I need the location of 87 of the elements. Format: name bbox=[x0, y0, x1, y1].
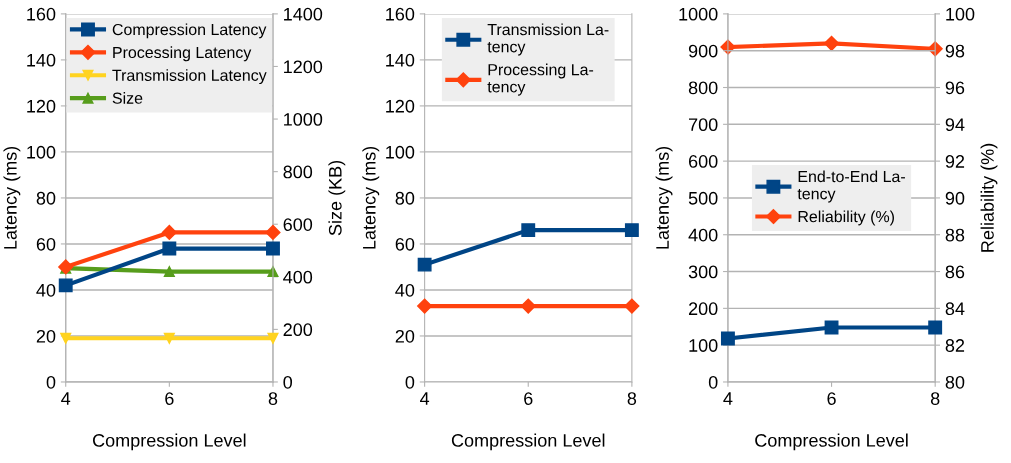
x-tick-label: 6 bbox=[165, 392, 174, 405]
x-axis-title: Compression Level bbox=[451, 433, 605, 451]
y-tick-label: 0 bbox=[405, 375, 415, 389]
point bbox=[266, 241, 280, 256]
y2-tick-label: 400 bbox=[283, 270, 313, 284]
y-tick-label: 1000 bbox=[679, 7, 718, 21]
x-tick-label: 4 bbox=[723, 392, 733, 405]
legend-label: Transmission Latency bbox=[112, 69, 267, 85]
y-tick-label: 400 bbox=[688, 228, 718, 242]
y-tick-label: 120 bbox=[27, 99, 56, 113]
point bbox=[417, 257, 432, 272]
legend-label: Size bbox=[112, 92, 143, 104]
x-tick-label: 8 bbox=[627, 392, 637, 405]
x-tick-label: 4 bbox=[61, 392, 71, 405]
point bbox=[624, 223, 639, 238]
y2-tick-label: 1400 bbox=[284, 7, 323, 21]
y-tick-label: 600 bbox=[688, 155, 718, 168]
y-axis-title: Latency (ms) bbox=[655, 146, 673, 249]
point bbox=[520, 298, 536, 314]
y-tick-label: 40 bbox=[395, 283, 415, 297]
point bbox=[161, 224, 177, 241]
legend-label: Transmission La- tency bbox=[487, 23, 609, 56]
y2-tick-label: 94 bbox=[945, 118, 965, 132]
y2-tick-label: 88 bbox=[945, 228, 965, 242]
y2-tick-label: 86 bbox=[945, 265, 965, 279]
y-tick-label: 20 bbox=[395, 329, 415, 343]
y-tick-label: 60 bbox=[36, 237, 56, 251]
y-tick-label: 800 bbox=[688, 81, 718, 95]
x-tick-label: 4 bbox=[420, 392, 430, 405]
y2-tick-label: 200 bbox=[283, 323, 313, 337]
legend-label: Processing La- tency bbox=[487, 63, 594, 96]
y-tick-label: 80 bbox=[395, 191, 415, 205]
y2-tick-label: 800 bbox=[283, 165, 313, 179]
y2-tick-label: 100 bbox=[946, 7, 975, 21]
y-tick-label: 140 bbox=[27, 53, 56, 67]
x-tick-label: 8 bbox=[930, 392, 940, 405]
y-tick-label: 100 bbox=[386, 145, 415, 159]
y-tick-label: 500 bbox=[688, 191, 718, 205]
legend-label: Compression Latency bbox=[112, 23, 267, 39]
y-tick-label: 80 bbox=[36, 191, 56, 205]
y-tick-label: 100 bbox=[27, 145, 56, 159]
y2-tick-label: 92 bbox=[945, 155, 965, 168]
y2-tick-label: 98 bbox=[945, 44, 965, 58]
y2-tick-label: 80 bbox=[945, 375, 965, 389]
y2-axis-title: Reliability (%) bbox=[980, 143, 998, 252]
point bbox=[60, 332, 72, 344]
y-tick-label: 100 bbox=[689, 339, 718, 352]
x-axis-title: Compression Level bbox=[755, 433, 908, 451]
y-tick-label: 20 bbox=[36, 329, 56, 343]
point bbox=[521, 223, 536, 238]
y-tick-label: 40 bbox=[36, 283, 56, 297]
y2-tick-label: 600 bbox=[283, 218, 313, 231]
point bbox=[417, 298, 433, 314]
point bbox=[162, 241, 177, 256]
y-tick-label: 160 bbox=[27, 7, 56, 21]
y2-tick-label: 0 bbox=[283, 375, 293, 389]
x-axis-title: Compression Level bbox=[92, 433, 246, 451]
y2-tick-label: 82 bbox=[945, 339, 965, 352]
x-tick-label: 6 bbox=[524, 392, 533, 405]
point bbox=[624, 298, 640, 314]
legend-label: Processing Latency bbox=[113, 46, 252, 62]
x-tick-label: 6 bbox=[827, 392, 836, 405]
y-tick-label: 0 bbox=[708, 375, 718, 389]
y-tick-label: 900 bbox=[688, 44, 718, 58]
y2-tick-label: 96 bbox=[945, 81, 965, 95]
x-tick-label: 8 bbox=[268, 392, 278, 405]
y2-axis-title: Size (KB) bbox=[328, 160, 346, 236]
point bbox=[267, 332, 279, 344]
y-tick-label: 700 bbox=[689, 118, 718, 132]
y2-tick-label: 84 bbox=[945, 302, 965, 316]
y-axis-title: Latency (ms) bbox=[362, 146, 380, 249]
y-tick-label: 160 bbox=[386, 7, 415, 21]
y-tick-label: 300 bbox=[688, 265, 718, 279]
y2-tick-label: 1200 bbox=[284, 60, 323, 74]
point bbox=[58, 278, 73, 293]
y-axis-title: Latency (ms) bbox=[3, 146, 21, 249]
legend-label: Reliability (%) bbox=[798, 210, 894, 226]
y-tick-label: 120 bbox=[386, 99, 415, 113]
y-tick-label: 60 bbox=[395, 237, 415, 251]
point bbox=[163, 332, 175, 344]
legend-label: End-to-End La- tency bbox=[797, 170, 905, 203]
y2-tick-label: 90 bbox=[945, 191, 965, 205]
y2-tick-label: 1000 bbox=[284, 112, 323, 126]
y-tick-label: 0 bbox=[46, 375, 56, 389]
y-tick-label: 200 bbox=[688, 302, 718, 316]
y-tick-label: 140 bbox=[386, 53, 415, 67]
point bbox=[265, 224, 281, 241]
